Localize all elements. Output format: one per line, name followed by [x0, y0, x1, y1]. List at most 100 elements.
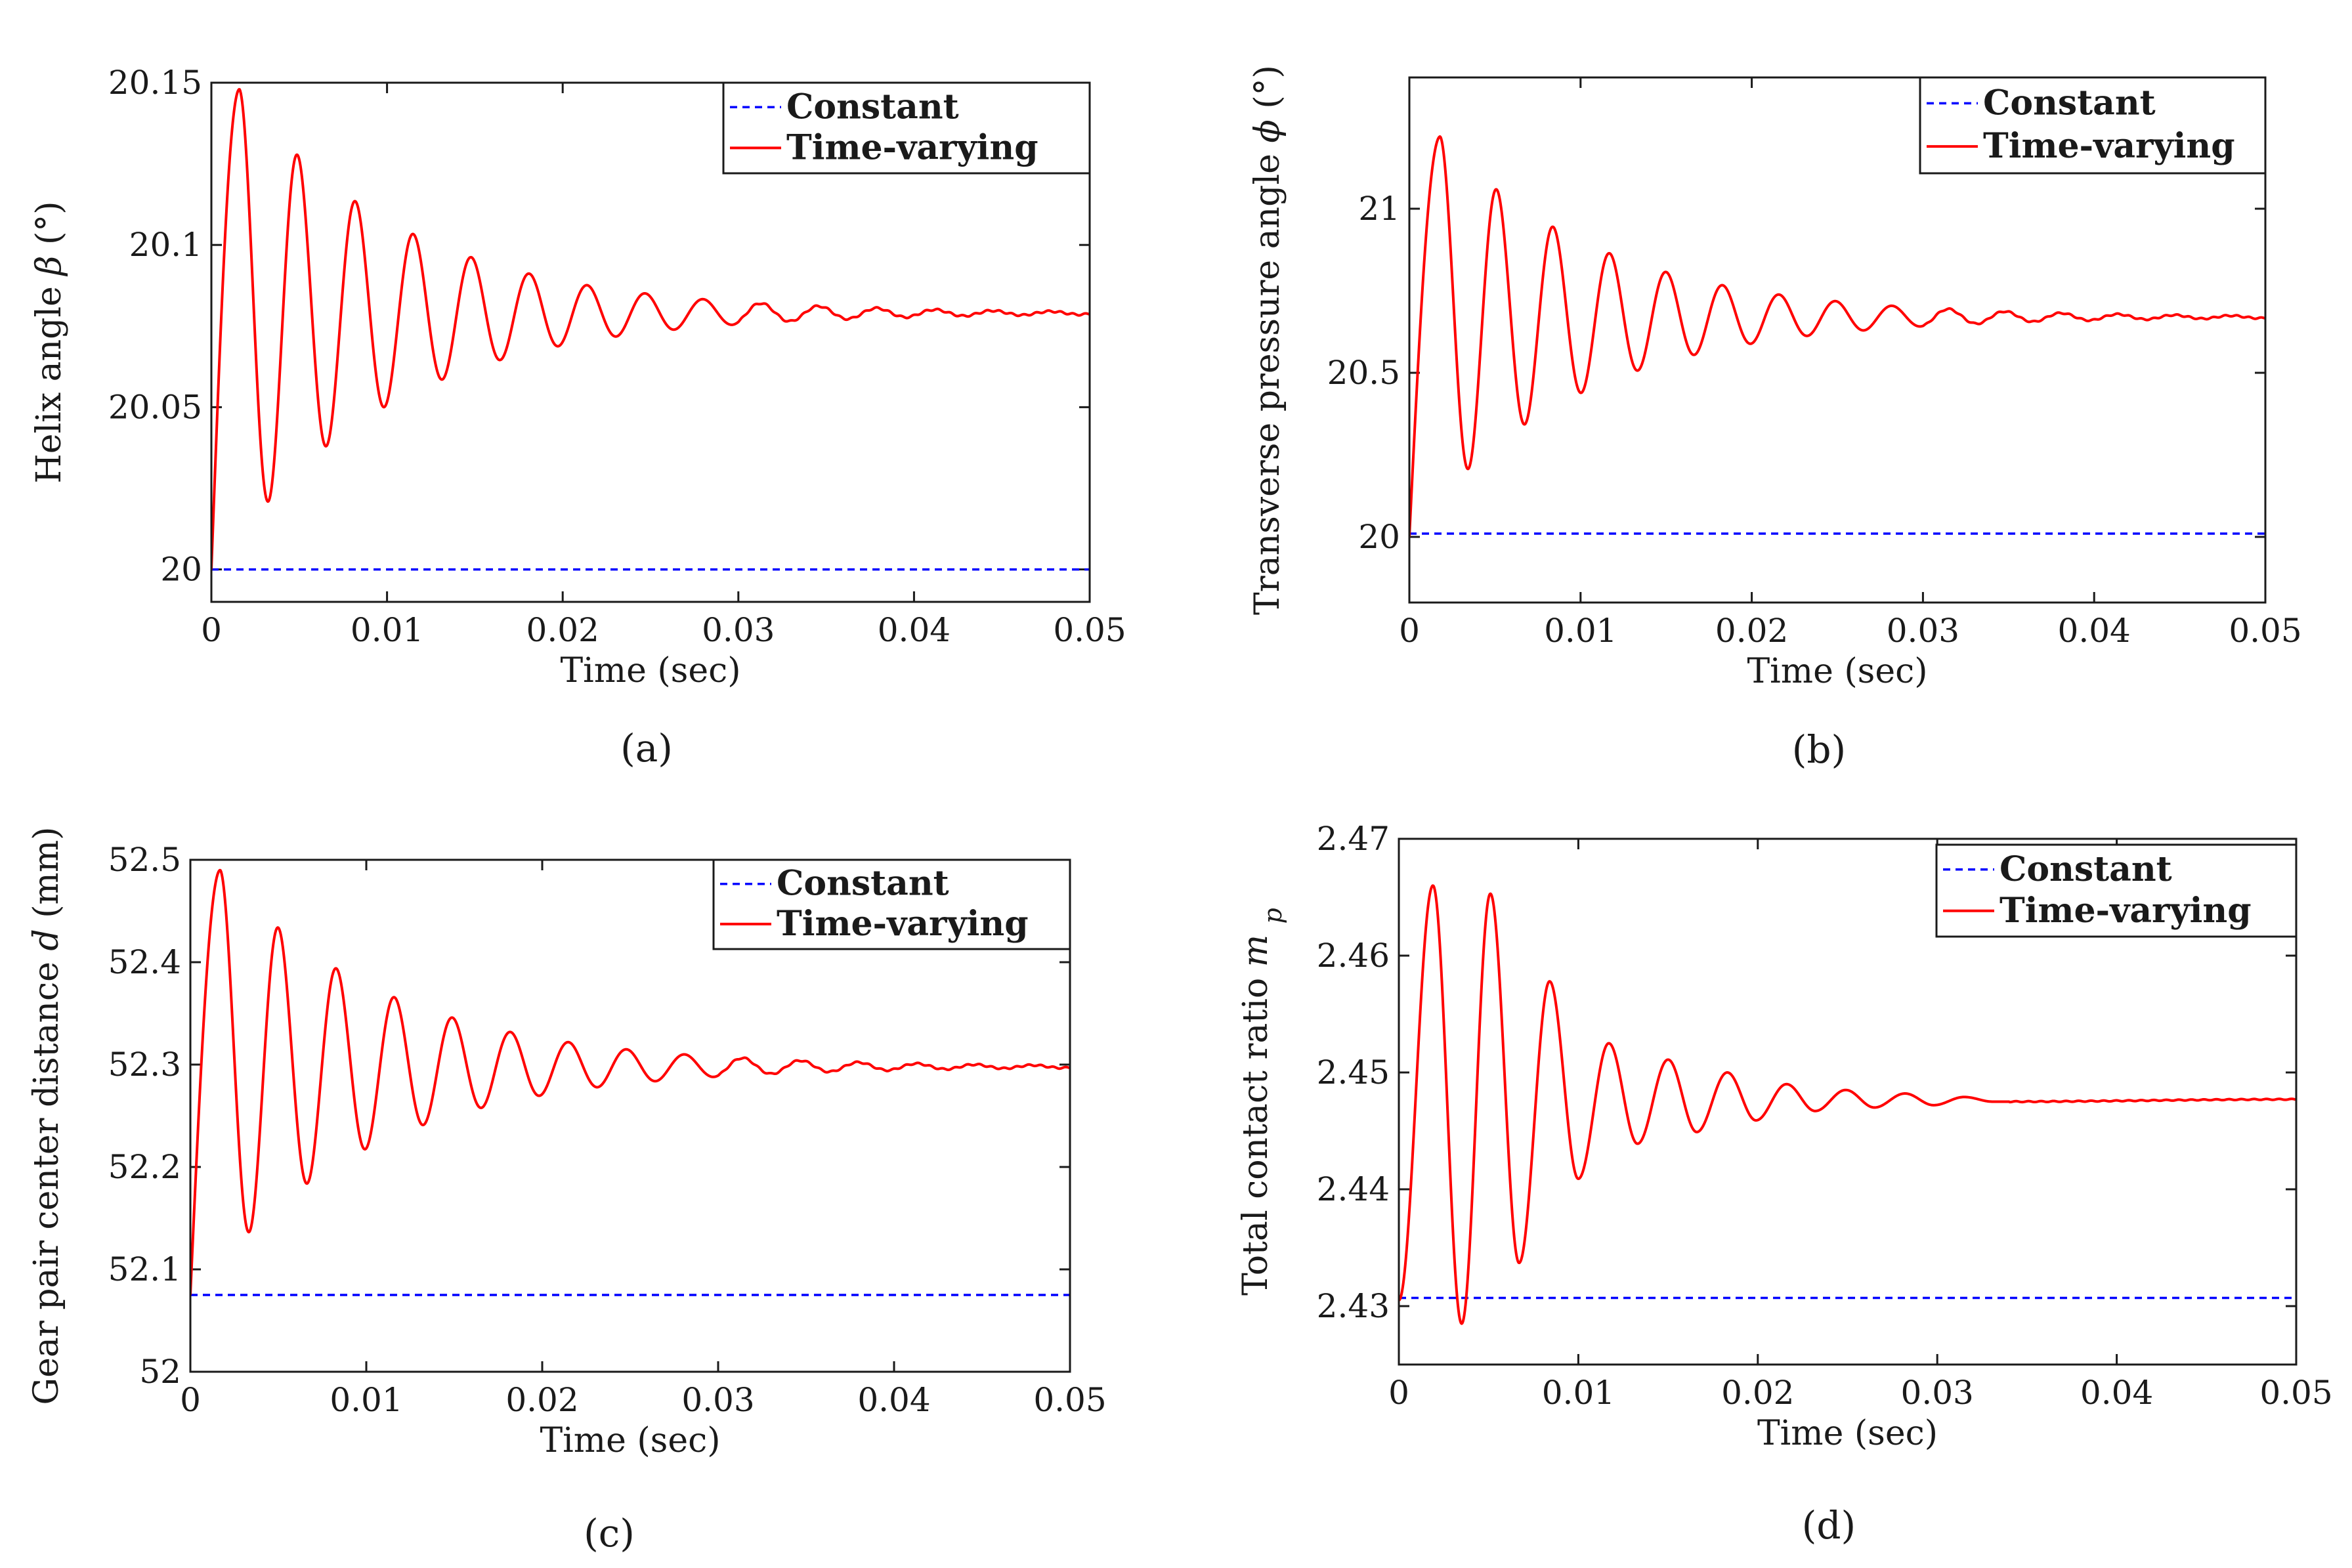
y-tick-label: 20.15 [108, 64, 202, 102]
panel-a: 0 0.01 0.02 0.03 0.04 0.05 20 20.05 20.1 20.15 T… [30, 64, 1126, 771]
panel-d: 0 0.01 0.02 0.03 0.04 0.05 2.432.442.452.462.… [1236, 820, 2333, 1548]
x-axis-label: Time (sec) [1747, 652, 1927, 691]
series-time-varying-line [1409, 135, 2265, 538]
x-tick-label: 0.05 [2229, 612, 2301, 650]
x-tick-label: 0.05 [2259, 1374, 2332, 1412]
series-layer [211, 88, 1090, 571]
legend: Constant Time-varying [722, 81, 1091, 175]
x-axis-label: Time (sec) [560, 651, 740, 690]
y-tick-label: 52.1 [108, 1250, 181, 1288]
y-tick-label: 52 [139, 1353, 181, 1391]
x-tick-label: 0 [180, 1381, 201, 1419]
y-axis-label: Transverse pressure angle ϕ (°) [1248, 65, 1287, 615]
x-tick-label: 0 [1388, 1374, 1409, 1412]
legend: Constant Time-varying [712, 858, 1071, 950]
x-tick-label: 0.04 [2058, 612, 2131, 650]
y-axis-label-unit: (°) [1248, 65, 1287, 109]
y-axis-label-unit: (°) [30, 201, 69, 245]
legend-label-time-varying: Time-varying [777, 904, 1029, 944]
x-tick-label: 0.02 [505, 1381, 578, 1419]
y-axis-label-symbol: m [1236, 935, 1275, 967]
y-tick-label: 52.4 [108, 943, 181, 981]
x-tick-label: 0.03 [1887, 612, 1959, 650]
y-tick-label: 2.44 [1317, 1170, 1390, 1208]
x-tick-label: 0.01 [351, 611, 423, 649]
y-tick-label: 2.47 [1317, 820, 1390, 858]
legend-label-time-varying: Time-varying [786, 127, 1038, 167]
legend: Constant Time-varying [1919, 76, 2267, 175]
x-tick-label: 0.01 [1542, 1374, 1615, 1412]
panel-caption: (a) [620, 726, 673, 771]
y-axis-label: Helix angle β (°) [30, 201, 69, 483]
y-tick-label: 52.2 [108, 1148, 181, 1186]
x-tick-label: 0.03 [1901, 1374, 1974, 1412]
x-tick-label: 0.02 [526, 611, 599, 649]
legend-box [1935, 843, 2298, 938]
x-ticks: 0 0.01 0.02 0.03 0.04 0.05 [1399, 77, 2302, 650]
y-ticks: 20 20.05 20.1 20.15 [108, 64, 1090, 589]
x-tick-label: 0.04 [2080, 1374, 2153, 1412]
panel-b: 0 0.01 0.02 0.03 0.04 0.05 20 20.5 21 Time (sec… [1248, 65, 2302, 772]
legend-label-time-varying: Time-varying [1983, 126, 2235, 166]
legend-label-time-varying: Time-varying [1999, 891, 2252, 931]
x-tick-label: 0.04 [878, 611, 951, 649]
panel-caption: (c) [584, 1511, 635, 1556]
series-layer [1399, 884, 2296, 1325]
y-axis-label-subscript: p [1258, 908, 1287, 923]
x-axis-label: Time (sec) [540, 1421, 720, 1460]
y-tick-label: 2.45 [1317, 1053, 1390, 1091]
axes-frame [210, 81, 1091, 603]
legend-label-constant: Constant [1999, 849, 2172, 889]
y-tick-label: 52.3 [108, 1046, 181, 1084]
panel-c: 0 0.01 0.02 0.03 0.04 0.05 52 52.1 52.2 52.3 52.4… [27, 827, 1107, 1556]
series-time-varying-line [1399, 884, 2296, 1325]
series-time-varying-line [211, 88, 1090, 570]
y-axis-label-unit: (mm) [27, 827, 66, 918]
legend-box [712, 858, 1071, 950]
axes-frame [1408, 76, 2267, 604]
series-layer [1409, 135, 2265, 538]
x-tick-label: 0.05 [1053, 611, 1126, 649]
y-tick-label: 52.5 [108, 841, 181, 879]
panel-caption: (b) [1792, 727, 1846, 772]
y-axis-label-text: Gear pair center distance [27, 962, 66, 1405]
y-axis-label-symbol: β [30, 256, 69, 277]
y-tick-label: 20.5 [1327, 354, 1400, 392]
panel-caption: (d) [1802, 1503, 1856, 1548]
y-tick-label: 20 [160, 551, 202, 589]
x-tick-label: 0.05 [1033, 1381, 1106, 1419]
legend-box [1919, 76, 2267, 175]
x-tick-label: 0.02 [1721, 1374, 1794, 1412]
y-tick-label: 20.05 [108, 388, 202, 426]
x-tick-label: 0.01 [330, 1381, 402, 1419]
y-axis-label-text: Helix angle [30, 286, 69, 483]
y-axis-label-text: Total contact ratio [1236, 978, 1275, 1296]
x-tick-label: 0.02 [1715, 612, 1788, 650]
y-axis-label: Total contact ratio m p [1236, 908, 1287, 1296]
y-axis-label: Gear pair center distance d (mm) [27, 827, 66, 1405]
axes-frame [1398, 837, 2298, 1366]
y-ticks: 20 20.5 21 [1327, 190, 2265, 556]
x-tick-label: 0.04 [857, 1381, 930, 1419]
x-tick-label: 0 [1399, 612, 1420, 650]
legend-label-constant: Constant [777, 864, 949, 904]
y-tick-label: 20 [1358, 518, 1400, 556]
y-ticks: 2.43 2.44 2.45 2.46 2.47 [1317, 820, 2296, 1325]
y-tick-label: 2.46 [1317, 937, 1390, 975]
y-axis-label-text: Transverse pressure angle [1248, 154, 1287, 615]
legend-label-constant: Constant [1983, 83, 2156, 123]
axes-frame [189, 858, 1071, 1373]
y-axis-label-symbol: d [27, 929, 66, 950]
x-tick-label: 0 [201, 611, 222, 649]
y-tick-label: 20.1 [129, 226, 202, 264]
x-ticks: 0 0.01 0.02 0.03 0.04 0.05 [201, 83, 1126, 649]
series-time-varying-line [190, 868, 1070, 1296]
y-tick-label: 2.43 [1317, 1287, 1390, 1325]
x-tick-label: 0.01 [1544, 612, 1617, 650]
x-ticks: 0 0.01 0.02 0.03 0.04 0.05 [1388, 839, 2333, 1412]
y-ticks: 52 52.1 52.2 52.3 52.4 52.5 [108, 841, 1070, 1391]
x-tick-label: 0.03 [702, 611, 775, 649]
series-layer [190, 868, 1070, 1296]
legend-label-constant: Constant [786, 87, 959, 127]
